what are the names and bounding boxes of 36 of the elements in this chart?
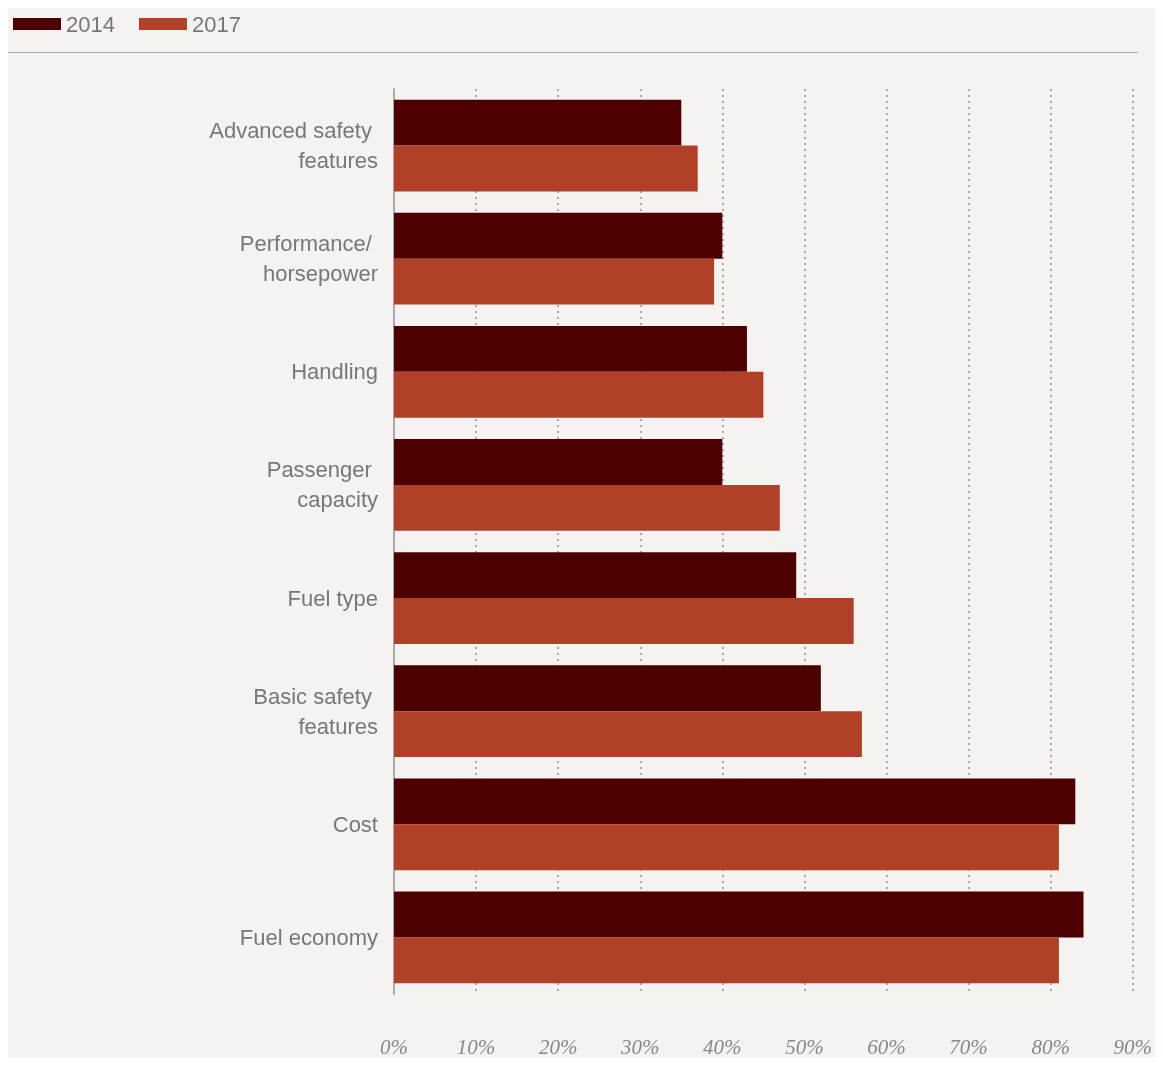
y-tick-label: Passenger capacity bbox=[266, 457, 378, 513]
bar bbox=[394, 552, 797, 599]
bar bbox=[394, 484, 780, 531]
legend-label: 2017 bbox=[191, 11, 241, 37]
bar bbox=[394, 598, 854, 644]
y-tick-label: Fuel economy bbox=[239, 924, 378, 950]
y-tick-label: Basic safety features bbox=[253, 683, 378, 739]
x-tick-label: 20% bbox=[538, 1034, 578, 1059]
y-tick-label: Cost bbox=[332, 811, 378, 837]
bar bbox=[394, 937, 1059, 984]
bar bbox=[394, 439, 723, 485]
x-tick-label: 60% bbox=[867, 1034, 906, 1059]
x-tick-label: 70% bbox=[949, 1034, 988, 1059]
legend-label: 2014 bbox=[66, 11, 115, 37]
y-tick-label: Advanced safety features bbox=[209, 118, 378, 174]
bar bbox=[394, 258, 715, 305]
y-tick-label: Handling bbox=[291, 359, 378, 385]
x-tick-label: 30% bbox=[620, 1034, 660, 1059]
x-tick-label: 0% bbox=[380, 1034, 408, 1059]
y-tick-label: Performance/ horsepower bbox=[239, 231, 378, 287]
x-tick-label: 10% bbox=[456, 1034, 496, 1059]
bar bbox=[394, 711, 862, 757]
x-tick-label: 50% bbox=[785, 1034, 824, 1059]
x-tick-label: 80% bbox=[1031, 1034, 1070, 1059]
x-tick-label: 40% bbox=[703, 1034, 742, 1059]
bar bbox=[394, 145, 698, 192]
x-tick-label: 90% bbox=[1113, 1034, 1152, 1059]
bar bbox=[394, 665, 821, 712]
bar bbox=[394, 212, 723, 259]
bar bbox=[394, 326, 747, 372]
bar bbox=[394, 778, 1076, 825]
bar bbox=[394, 371, 764, 418]
bar bbox=[394, 99, 682, 146]
y-tick-label: Fuel type bbox=[287, 585, 378, 611]
bar bbox=[394, 824, 1059, 871]
bar bbox=[394, 891, 1084, 938]
